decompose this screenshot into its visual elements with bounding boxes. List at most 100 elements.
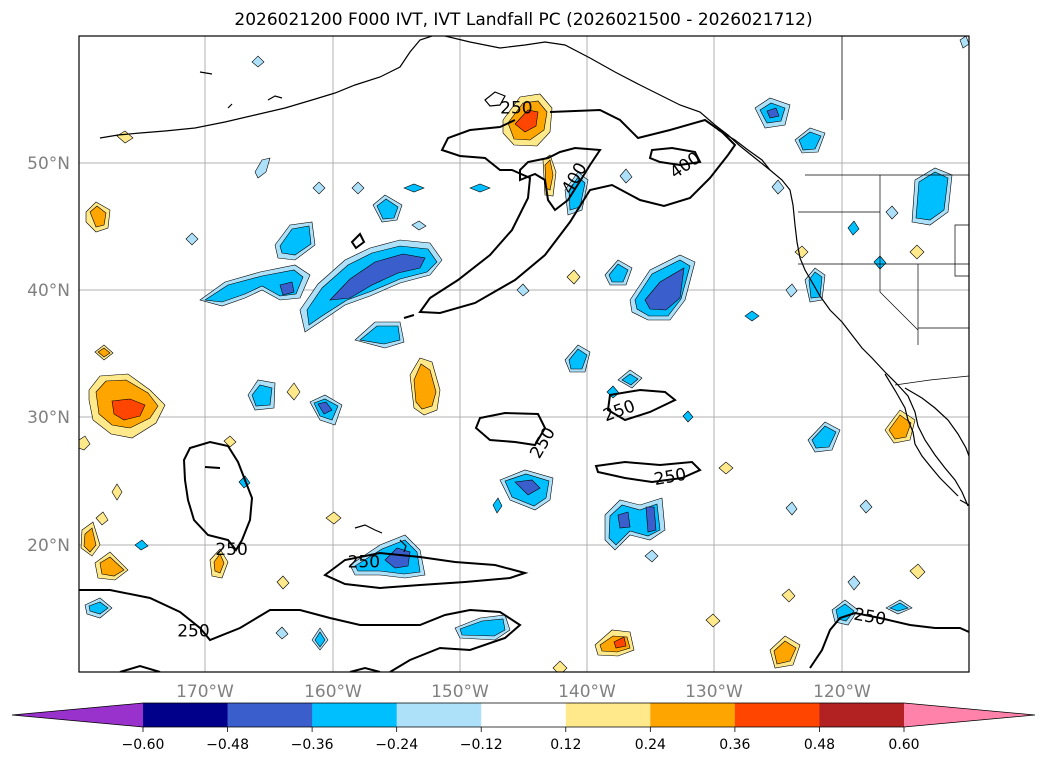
fill-region-lightblue [251, 55, 265, 68]
border-mt [954, 224, 969, 277]
colorbar-tick-label: −0.48 [206, 737, 249, 753]
coastline-mexico [959, 499, 969, 506]
fill-region-royalblue [644, 267, 685, 311]
fill-region-lightblue [959, 36, 969, 49]
negative-fill-regions [84, 36, 969, 651]
fill-region-orange [213, 553, 225, 574]
fill-region-blue [608, 263, 629, 283]
latitude-labels: 50°N 40°N 30°N 20°N [27, 154, 70, 556]
contour-line-250 [323, 551, 529, 590]
fill-region-blue [798, 131, 822, 151]
colorbar-tick-label: 0.12 [550, 737, 581, 753]
island-aleutian [199, 71, 213, 75]
fill-region-blue [811, 425, 837, 449]
colorbar-segment [227, 703, 313, 727]
fill-region-blue [403, 183, 425, 193]
map-frame [78, 35, 970, 673]
colorbar-ticks [142, 727, 905, 732]
fill-region-orange [705, 613, 721, 628]
fill-region-blue [204, 269, 304, 303]
fill-region-orange [552, 660, 568, 672]
contour-line-250 [119, 664, 161, 672]
fill-region-lightblue [185, 232, 199, 246]
colorbar-tick-label: −0.12 [460, 737, 503, 753]
fill-region-blue [808, 271, 823, 299]
contour-label: 250 [215, 540, 247, 560]
contour-line-400 [519, 146, 602, 212]
fill-region-royalblue [617, 511, 631, 529]
fill-region-blue [314, 631, 326, 648]
fill-region-royalblue [279, 281, 295, 296]
fill-region-lightblue [847, 575, 861, 591]
political-borders [798, 36, 969, 386]
contour-line-small [403, 314, 415, 319]
fill-region-lightblue [312, 181, 326, 195]
contour-line-250 [349, 666, 381, 672]
contour-line-250 [594, 460, 702, 484]
coastlines [99, 36, 969, 553]
fill-region-blue [376, 198, 399, 220]
fill-region-orange [566, 269, 581, 285]
lon-tick-label: 130°W [685, 682, 743, 702]
colorbar-segment [819, 703, 905, 727]
coastline-alaska-gulf [444, 36, 969, 507]
coastline-baja [884, 373, 959, 497]
fill-region-blue [847, 220, 860, 236]
colorbar-segment [481, 703, 567, 727]
colorbar-segment [396, 703, 482, 727]
fill-region-blue [889, 602, 909, 612]
fill-region-royalblue [329, 253, 426, 301]
fill-region-lightblue [254, 157, 271, 179]
colorbar-tick-label: 0.60 [888, 737, 919, 753]
lon-tick-label: 160°W [304, 682, 362, 702]
fill-region-blue [835, 603, 855, 622]
contour-label: 250 [177, 621, 209, 641]
fill-region-lightblue [351, 181, 365, 195]
colorbar-tick-label: 0.36 [719, 737, 750, 753]
longitude-labels: 170°W 160°W 150°W 140°W 130°W 120°W [176, 682, 871, 702]
fill-region-orange [116, 130, 134, 144]
fill-region-blue [251, 384, 273, 407]
colorbar-tick-label: −0.60 [122, 737, 165, 753]
fill-region-orange [718, 461, 734, 475]
colorbar-segments [12, 703, 1035, 727]
colorbar-segment [312, 703, 398, 727]
colorbar-extend-low [12, 703, 143, 727]
fill-region-blue [568, 176, 586, 211]
contour-lines [79, 108, 969, 672]
contour-line-250 [474, 411, 547, 447]
border-us-mexico [894, 375, 969, 386]
fill-region-orange [909, 244, 925, 260]
fill-region-orange [111, 483, 123, 501]
colorbar-tick-labels: −0.60 −0.48 −0.36 −0.24 −0.12 0.12 0.24 … [122, 737, 920, 753]
fill-region-red [111, 398, 146, 421]
fill-region-royalblue [766, 107, 780, 119]
fill-region-orange [99, 556, 125, 577]
coastline-alaska [99, 36, 433, 139]
fill-region-royalblue [384, 547, 411, 569]
fill-region-orange [773, 640, 797, 665]
fill-region-lightblue [516, 283, 530, 297]
lat-tick-label: 30°N [27, 408, 70, 428]
fill-region-lightblue [785, 501, 798, 516]
colorbar-segment [650, 703, 736, 727]
fill-region-orange [413, 363, 437, 410]
fill-region-orange [909, 563, 926, 580]
coastline-gulf-california [904, 387, 969, 457]
fill-region-orange [781, 588, 796, 603]
contour-line-250 [79, 589, 522, 672]
fill-region-blue [744, 310, 760, 322]
colorbar-segment [143, 703, 229, 727]
fill-region-lightblue [859, 499, 873, 514]
island-aleutian [267, 95, 283, 101]
island-vancouver [717, 129, 771, 171]
fill-region-lightblue [411, 220, 427, 231]
fill-region-blue [621, 373, 639, 386]
fill-region-lightblue [785, 283, 798, 298]
contour-label: 250 [348, 553, 380, 573]
fill-region-orange [79, 435, 91, 451]
fill-region-blue [492, 497, 503, 514]
fill-region-orange [276, 575, 290, 590]
fill-region-royalblue [514, 479, 541, 496]
